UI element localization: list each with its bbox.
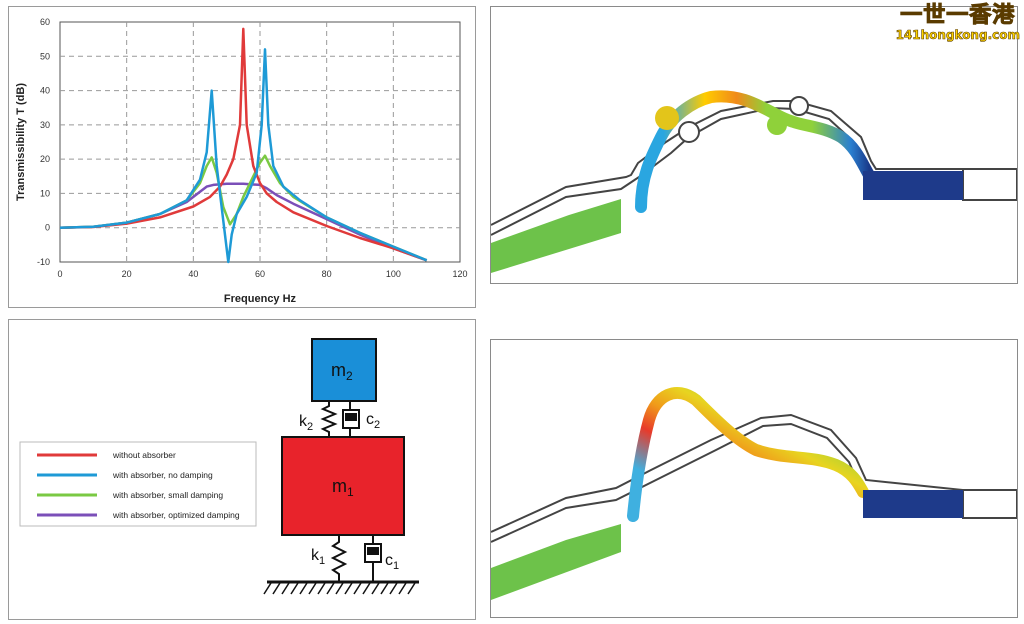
- ground-hatch: [299, 582, 308, 595]
- base-block-b: [491, 524, 621, 600]
- legend-label: with absorber, optimized damping: [112, 510, 240, 520]
- spring-k2: [320, 401, 338, 437]
- x-tick-label: 40: [188, 269, 198, 279]
- x-tick-label: 20: [122, 269, 132, 279]
- simulation-bottom-graphic: [491, 386, 1017, 600]
- ground-hatch: [389, 582, 398, 595]
- watermark-title: 一世一香港: [900, 3, 1016, 28]
- chart-series: [59, 27, 428, 264]
- y-tick-label: 0: [45, 223, 50, 233]
- ground-hatch: [398, 582, 407, 595]
- ground: [263, 580, 419, 595]
- end-block-b: [863, 490, 963, 518]
- y-tick-label: 60: [40, 17, 50, 27]
- ground-hatch: [326, 582, 335, 595]
- ground-hatch: [308, 582, 317, 595]
- mass-m1: [281, 436, 405, 536]
- joint-left: [678, 121, 700, 143]
- joint-right: [789, 96, 809, 116]
- legend-label: with absorber, no damping: [112, 470, 213, 480]
- y-axis-label: Transmissibility T (dB): [15, 83, 27, 201]
- damper-c2-label: c2: [366, 411, 380, 431]
- chart-panel: 0 20 40 60 80 100 120 -10 0 10 20 30 40 50 60 Frequenc…: [8, 6, 476, 308]
- spring-k1-label: k1: [311, 547, 325, 567]
- ground-hatch: [407, 582, 416, 595]
- watermark-url: 141hongkong.com: [895, 28, 1020, 43]
- x-tick-label: 0: [57, 269, 62, 279]
- ground-hatch: [335, 582, 344, 595]
- ground-hatch: [281, 582, 290, 595]
- mass-m2: [311, 338, 377, 402]
- ground-hatch: [263, 582, 272, 595]
- ground-hatch: [344, 582, 353, 595]
- legend: without absorber with absorber, no dampin…: [37, 450, 240, 520]
- x-tick-label: 60: [255, 269, 265, 279]
- damper-c2: [342, 401, 360, 437]
- damper-c1-label: c1: [385, 552, 399, 572]
- ground-hatch: [353, 582, 362, 595]
- y-tick-label: -10: [37, 257, 50, 267]
- series-line-without-absorber: [59, 27, 428, 262]
- legend-label: with absorber, small damping: [112, 490, 223, 500]
- y-tick-label: 40: [40, 86, 50, 96]
- ground-hatch: [272, 582, 281, 595]
- simulation-panel-top: [490, 6, 1018, 284]
- mass-m1-label: m1: [332, 476, 354, 499]
- spring-k1: [330, 535, 348, 582]
- simulation-panel-bottom: [490, 339, 1018, 618]
- watermark: 一世一香港 141hongkong.com: [895, 3, 1020, 43]
- base-block: [491, 199, 621, 273]
- spring-k2-label: k2: [299, 413, 313, 433]
- outline-upper-arm: [491, 100, 1017, 226]
- ground-hatch: [317, 582, 326, 595]
- damper-c1: [364, 535, 382, 582]
- chart-ticks: 0 20 40 60 80 100 120 -10 0 10 20 30 40 50 60: [37, 17, 468, 279]
- x-tick-label: 120: [452, 269, 467, 279]
- end-block: [863, 171, 963, 200]
- outline-lower-arm-b: [491, 422, 860, 543]
- series-line-with-absorber-no-damping: [59, 48, 428, 264]
- simulation-top-graphic: [491, 90, 1017, 273]
- outline-upper-arm-b: [491, 413, 1017, 533]
- x-tick-label: 100: [386, 269, 401, 279]
- deformation-strip-b: [627, 386, 869, 522]
- mass-spring-diagram: without absorber with absorber, no dampin…: [19, 338, 419, 595]
- ground-hatch: [362, 582, 371, 595]
- deformation-strip: [635, 90, 875, 213]
- hotspot-right: [767, 115, 787, 135]
- ground-hatch: [290, 582, 299, 595]
- x-tick-label: 80: [322, 269, 332, 279]
- diagram-panel: without absorber with absorber, no dampin…: [8, 319, 476, 620]
- y-tick-label: 20: [40, 154, 50, 164]
- legend-label: without absorber: [112, 450, 176, 460]
- y-tick-label: 50: [40, 51, 50, 61]
- y-tick-label: 10: [40, 188, 50, 198]
- y-tick-label: 30: [40, 120, 50, 130]
- mass-m2-label: m2: [331, 360, 353, 383]
- x-axis-label: Frequency Hz: [224, 293, 297, 305]
- ground-hatch: [380, 582, 389, 595]
- transmissibility-chart: 0 20 40 60 80 100 120 -10 0 10 20 30 40 50 60 Frequenc…: [15, 17, 468, 305]
- hotspot-left: [655, 106, 679, 130]
- ground-hatch: [371, 582, 380, 595]
